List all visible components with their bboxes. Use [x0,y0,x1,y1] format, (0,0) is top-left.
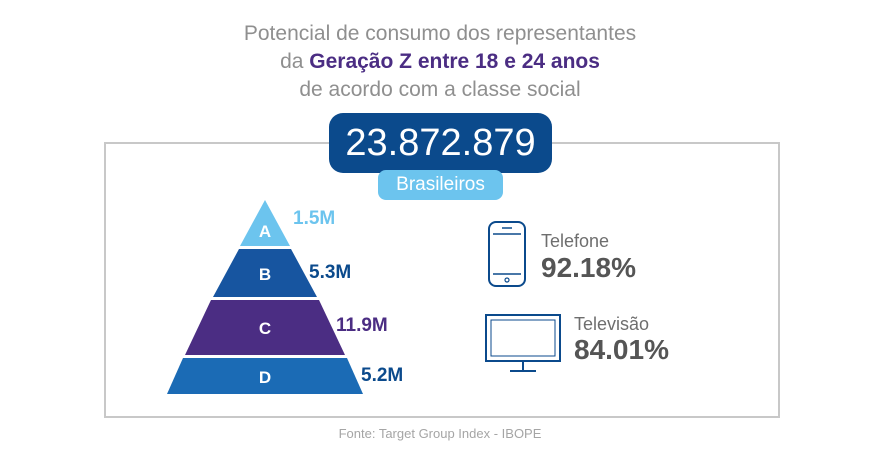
total-population-badge: 23.872.879 [329,113,552,173]
title-line-2-prefix: da [280,50,310,73]
population-label-badge: Brasileiros [378,170,503,200]
tv-stat-value: 84.01% [574,334,669,365]
tier-b-value: 5.3M [309,262,352,283]
source-note: Fonte: Target Group Index - IBOPE [338,426,542,441]
tier-a-value: 1.5M [293,208,336,229]
pyramid-tier-a [240,200,290,246]
pyramid-tier-d [167,358,363,394]
title-line-2: da Geração Z entre 18 e 24 anos [0,48,880,76]
title-highlight: Geração Z entre 18 e 24 anos [309,50,600,73]
tier-a-letter: A [259,222,271,241]
infographic-title: Potencial de consumo dos representantes … [0,20,880,104]
phone-stat-label: Telefone [541,231,610,251]
tier-c-letter: C [259,319,271,338]
tv-icon [485,314,561,372]
title-line-1: Potencial de consumo dos representantes [243,22,637,45]
phone-stat-value: 92.18% [541,252,636,283]
tv-stat-label: Televisão [574,314,650,334]
phone-icon [488,221,526,287]
pyramid-tier-b [213,249,317,297]
pyramid-tier-c [185,300,345,355]
tier-c-value: 11.9M [336,315,388,336]
tier-d-letter: D [259,368,271,387]
tier-b-letter: B [259,265,271,284]
title-line-3: de acordo com a classe social [299,78,581,101]
tier-d-value: 5.2M [361,365,404,386]
